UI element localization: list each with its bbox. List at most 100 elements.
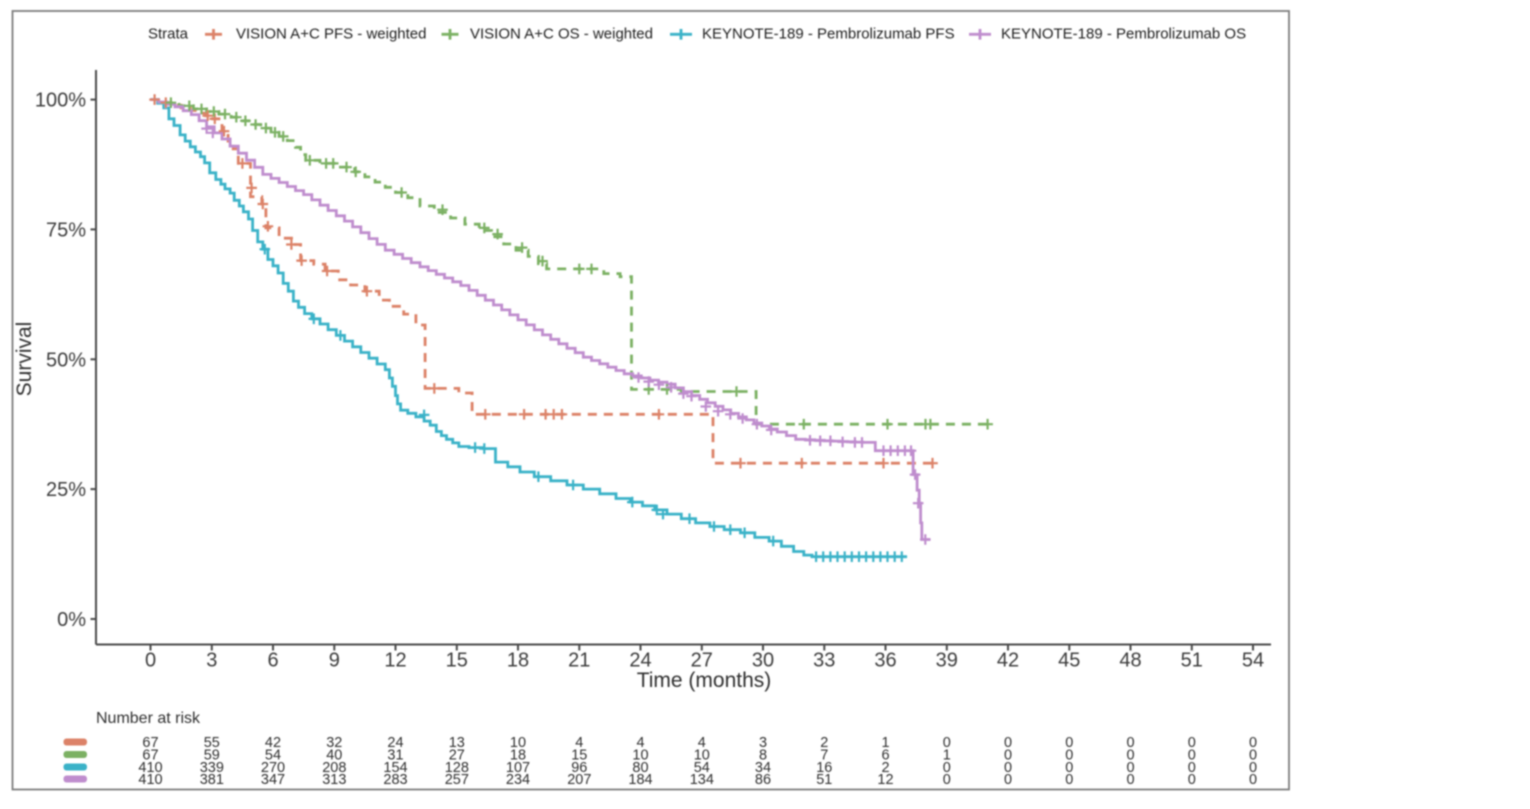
svg-text:0: 0 [1126,772,1134,788]
svg-text:32: 32 [326,735,342,751]
svg-text:234: 234 [506,772,530,788]
svg-text:0: 0 [1188,772,1196,788]
svg-text:0: 0 [1065,760,1073,776]
svg-text:33: 33 [813,650,835,672]
svg-text:0: 0 [1249,747,1257,763]
svg-text:208: 208 [322,760,346,776]
svg-text:4: 4 [636,735,644,751]
svg-text:100%: 100% [35,90,86,112]
svg-text:48: 48 [1119,650,1141,672]
svg-text:13: 13 [449,735,465,751]
svg-text:45: 45 [1058,650,1080,672]
svg-text:16: 16 [816,760,832,776]
svg-text:42: 42 [265,735,281,751]
svg-text:0: 0 [1065,747,1073,763]
svg-text:270: 270 [261,760,285,776]
svg-text:54: 54 [1242,650,1264,672]
svg-text:67: 67 [142,747,158,763]
svg-text:154: 154 [383,760,407,776]
svg-text:31: 31 [387,747,403,763]
svg-text:21: 21 [568,650,590,672]
svg-text:27: 27 [449,747,465,763]
svg-text:2: 2 [881,760,889,776]
svg-text:0: 0 [943,772,951,788]
svg-text:0: 0 [1249,772,1257,788]
svg-text:51: 51 [816,772,832,788]
svg-text:86: 86 [755,772,771,788]
svg-text:347: 347 [261,772,285,788]
svg-text:1: 1 [943,747,951,763]
svg-text:Number at risk: Number at risk [96,710,201,727]
svg-text:10: 10 [510,735,526,751]
svg-text:51: 51 [1181,650,1203,672]
svg-text:1: 1 [881,735,889,751]
svg-text:Time (months): Time (months) [637,669,772,692]
svg-text:3: 3 [206,650,217,672]
svg-text:107: 107 [506,760,530,776]
svg-text:36: 36 [874,650,896,672]
svg-text:184: 184 [628,772,652,788]
svg-text:96: 96 [571,760,587,776]
svg-text:410: 410 [138,772,162,788]
svg-text:0: 0 [943,760,951,776]
svg-text:0: 0 [1249,735,1257,751]
svg-text:134: 134 [690,772,714,788]
svg-text:0: 0 [1065,735,1073,751]
svg-text:42: 42 [997,650,1019,672]
svg-text:0: 0 [1004,747,1012,763]
svg-text:Strata: Strata [148,26,189,43]
svg-text:0: 0 [1126,735,1134,751]
svg-text:0: 0 [1126,760,1134,776]
svg-text:6: 6 [881,747,889,763]
svg-text:3: 3 [759,735,767,751]
svg-text:0: 0 [1004,760,1012,776]
svg-text:0: 0 [1188,735,1196,751]
svg-text:0: 0 [1004,735,1012,751]
svg-text:15: 15 [571,747,587,763]
svg-text:4: 4 [698,735,706,751]
svg-text:313: 313 [322,772,346,788]
svg-text:381: 381 [200,772,224,788]
svg-text:18: 18 [510,747,526,763]
svg-text:39: 39 [936,650,958,672]
svg-text:59: 59 [204,747,220,763]
svg-text:27: 27 [691,650,713,672]
svg-text:339: 339 [200,760,224,776]
svg-text:128: 128 [445,760,469,776]
svg-text:30: 30 [752,650,774,672]
svg-text:283: 283 [383,772,407,788]
svg-text:25%: 25% [46,479,86,501]
svg-text:KEYNOTE-189 - Pembrolizumab PF: KEYNOTE-189 - Pembrolizumab PFS [702,26,955,43]
svg-text:0: 0 [1249,760,1257,776]
svg-text:0: 0 [943,735,951,751]
svg-text:40: 40 [326,747,342,763]
svg-text:50%: 50% [46,349,86,371]
svg-text:410: 410 [138,760,162,776]
svg-text:12: 12 [384,650,406,672]
svg-text:VISION A+C OS - weighted: VISION A+C OS - weighted [470,26,653,43]
svg-text:54: 54 [694,760,710,776]
svg-text:80: 80 [632,760,648,776]
svg-text:0: 0 [1126,747,1134,763]
svg-text:4: 4 [575,735,583,751]
svg-text:Survival: Survival [13,322,36,397]
svg-text:34: 34 [755,760,771,776]
svg-text:24: 24 [387,735,403,751]
svg-text:0: 0 [145,650,156,672]
svg-text:9: 9 [329,650,340,672]
svg-text:10: 10 [694,747,710,763]
svg-text:55: 55 [204,735,220,751]
svg-text:54: 54 [265,747,281,763]
svg-text:24: 24 [629,650,651,672]
svg-text:VISION A+C PFS - weighted: VISION A+C PFS - weighted [236,26,427,43]
svg-text:0: 0 [1188,747,1196,763]
svg-text:10: 10 [632,747,648,763]
svg-text:75%: 75% [46,219,86,241]
svg-text:18: 18 [507,650,529,672]
svg-text:67: 67 [142,735,158,751]
svg-text:7: 7 [820,747,828,763]
svg-text:8: 8 [759,747,767,763]
svg-text:6: 6 [267,650,278,672]
svg-text:207: 207 [567,772,591,788]
svg-text:0: 0 [1065,772,1073,788]
